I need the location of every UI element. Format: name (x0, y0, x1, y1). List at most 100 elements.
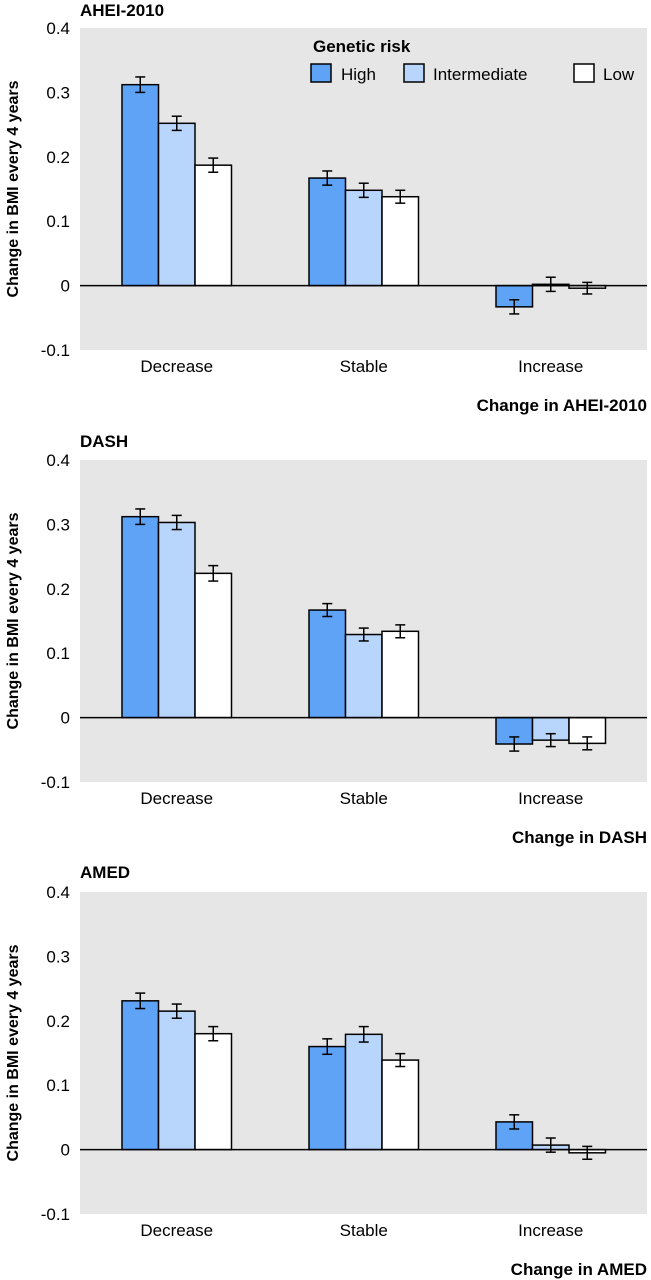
legend-swatch-high (310, 63, 332, 83)
y-tick-label: 0.4 (46, 451, 70, 470)
x-tick-label: Stable (340, 789, 388, 808)
x-tick-label: Decrease (140, 357, 213, 376)
error-bar (135, 992, 146, 1010)
x-tick-label: Decrease (140, 1221, 213, 1240)
x-ticks: Decrease Stable Increase (140, 357, 583, 376)
error-bar (582, 281, 593, 295)
error-bar (545, 732, 556, 748)
y-axis-label: Change in BMI every 4 years (5, 512, 22, 729)
bar-intermediate-decrease (157, 1010, 196, 1151)
bars (121, 992, 607, 1161)
y-tick-label: 0.3 (46, 83, 70, 102)
bar-high-decrease (121, 1000, 160, 1151)
y-tick-label: 0.2 (46, 148, 70, 167)
error-bar (395, 1052, 406, 1068)
y-tick-label: 0 (61, 277, 70, 296)
error-bar (358, 1025, 369, 1043)
bar-intermediate-decrease (157, 122, 196, 287)
panel-dash: DASH Change in BMI every 4 years Change … (5, 432, 647, 847)
bar-intermediate-stable (344, 1033, 383, 1151)
legend: Genetic risk High Intermediate Low (310, 37, 635, 84)
y-ticks: -0.1 0 0.1 0.2 0.3 0.4 (41, 883, 70, 1224)
legend-label-intermediate: Intermediate (433, 65, 528, 84)
bars (121, 508, 607, 752)
x-tick-label: Stable (340, 357, 388, 376)
x-axis-label: Change in DASH (512, 828, 647, 847)
y-tick-label: -0.1 (41, 341, 70, 360)
y-tick-label: 0.3 (46, 947, 70, 966)
bar-low-decrease (194, 164, 233, 287)
error-bar (395, 189, 406, 204)
y-tick-label: 0.1 (46, 212, 70, 231)
bar-intermediate-stable (344, 633, 383, 719)
error-bar (545, 276, 556, 293)
error-bar (171, 1003, 182, 1019)
x-axis-label: Change in AHEI-2010 (477, 396, 647, 415)
error-bar (135, 508, 146, 526)
y-tick-label: -0.1 (41, 773, 70, 792)
error-bar (322, 170, 333, 186)
bar-low-stable (381, 1059, 420, 1151)
bar-low-stable (381, 195, 420, 287)
y-tick-label: -0.1 (41, 1205, 70, 1224)
x-tick-label: Increase (518, 1221, 583, 1240)
bar-high-decrease (121, 83, 160, 287)
legend-swatch-low (573, 63, 595, 83)
y-tick-label: 0.1 (46, 644, 70, 663)
y-tick-label: 0.3 (46, 515, 70, 534)
bar-high-stable (308, 177, 347, 287)
y-tick-label: 0 (61, 709, 70, 728)
y-tick-label: 0 (61, 1141, 70, 1160)
y-tick-label: 0.2 (46, 580, 70, 599)
error-bar (358, 627, 369, 642)
y-tick-label: 0.1 (46, 1076, 70, 1095)
panel-ahei: AHEI-2010 Change in BMI every 4 years Ch… (5, 1, 647, 415)
legend-title: Genetic risk (313, 37, 411, 56)
chart-title: AHEI-2010 (80, 1, 164, 20)
bar-high-decrease (121, 515, 160, 719)
y-tick-label: 0.4 (46, 883, 70, 902)
x-tick-label: Increase (518, 789, 583, 808)
bar-high-stable (308, 1045, 347, 1151)
y-axis-label: Change in BMI every 4 years (5, 80, 22, 297)
error-bar (135, 76, 146, 94)
error-bar (171, 115, 182, 132)
panel-amed: AMED Change in BMI every 4 years Change … (5, 863, 647, 1279)
x-tick-label: Increase (518, 357, 583, 376)
y-ticks: -0.1 0 0.1 0.2 0.3 0.4 (41, 19, 70, 360)
error-bar (208, 564, 219, 582)
error-bar (358, 182, 369, 199)
x-axis-label: Change in AMED (511, 1260, 647, 1279)
y-tick-label: 0.4 (46, 19, 70, 38)
chart-title: DASH (80, 432, 128, 451)
legend-label-low: Low (603, 65, 635, 84)
x-tick-label: Stable (340, 1221, 388, 1240)
error-bar (582, 736, 593, 751)
error-bar (509, 299, 520, 315)
bar-low-decrease (194, 1032, 233, 1151)
bar-low-decrease (194, 572, 233, 719)
error-bar (509, 1114, 520, 1130)
legend-swatch-intermediate (403, 63, 425, 83)
error-bar (582, 1145, 593, 1161)
bar-high-stable (308, 609, 347, 719)
y-axis-label: Change in BMI every 4 years (5, 944, 22, 1161)
bar-intermediate-decrease (157, 521, 196, 719)
x-ticks: Decrease Stable Increase (140, 1221, 583, 1240)
y-ticks: -0.1 0 0.1 0.2 0.3 0.4 (41, 451, 70, 792)
error-bar (208, 157, 219, 174)
error-bar (322, 602, 333, 618)
legend-label-high: High (341, 65, 376, 84)
error-bar (322, 1038, 333, 1056)
chart-title: AMED (80, 863, 130, 882)
bar-low-stable (381, 630, 420, 719)
error-bar (171, 514, 182, 531)
bars (121, 76, 607, 315)
x-ticks: Decrease Stable Increase (140, 789, 583, 808)
y-tick-label: 0.2 (46, 1012, 70, 1031)
error-bar (395, 624, 406, 639)
error-bar (509, 736, 520, 752)
error-bar (208, 1025, 219, 1042)
x-tick-label: Decrease (140, 789, 213, 808)
